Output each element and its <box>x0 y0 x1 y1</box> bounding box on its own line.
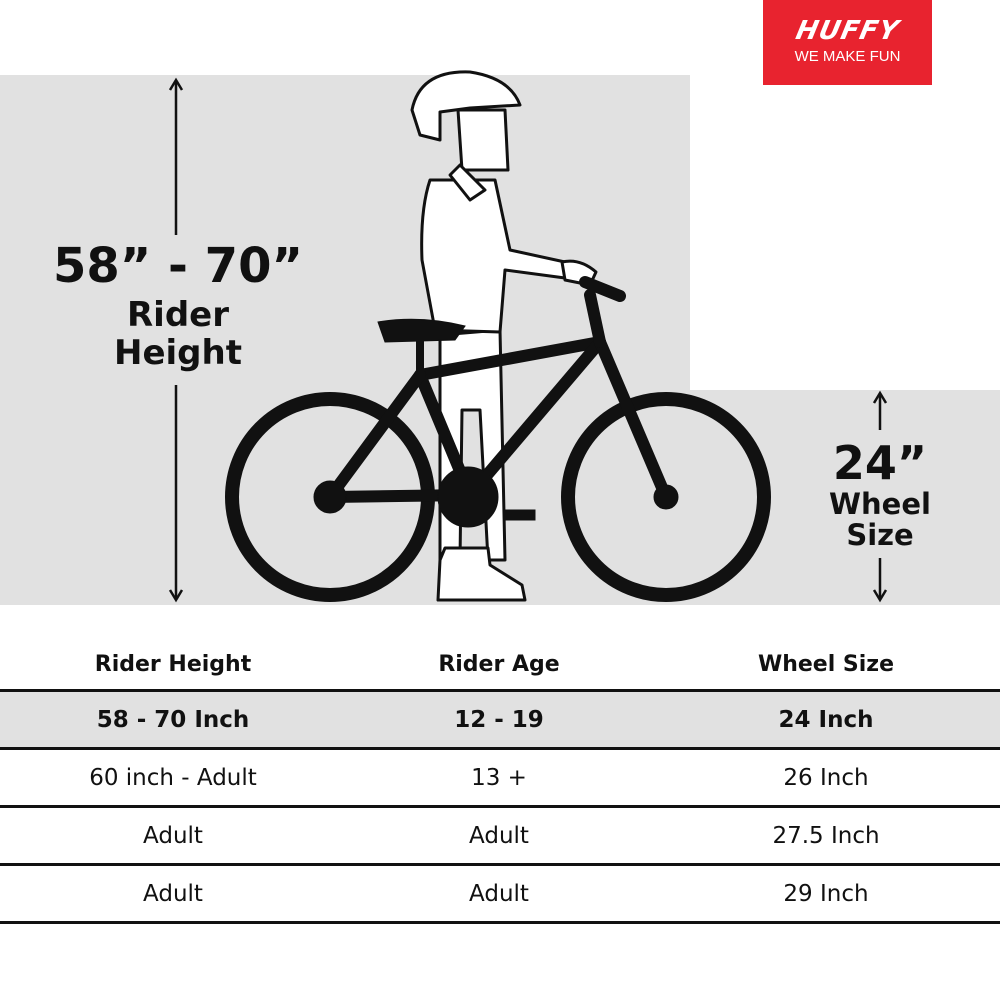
size-chart-table: Rider Height Rider Age Wheel Size 58 - 7… <box>0 640 1000 924</box>
wheel-size-callout: 24” Wheel Size <box>820 440 940 550</box>
rider-height-label-2: Height <box>114 333 242 373</box>
table-header-row: Rider Height Rider Age Wheel Size <box>0 640 1000 692</box>
rider-height-callout: 58” - 70” Rider Height <box>40 242 316 370</box>
cell-rider-height: Adult <box>143 822 203 849</box>
wheel-size-label-1: Wheel <box>829 487 931 521</box>
table-row: 58 - 70 Inch 12 - 19 24 Inch <box>0 692 1000 750</box>
header-rider-age: Rider Age <box>438 652 560 677</box>
wheel-size-label-2: Size <box>846 518 914 552</box>
header-rider-height: Rider Height <box>94 652 252 677</box>
header-wheel-size: Wheel Size <box>757 652 895 677</box>
table-row: Adult Adult 29 Inch <box>0 866 1000 924</box>
logo-tagline: WE MAKE FUN <box>794 48 901 65</box>
wheel-size-value: 24” <box>832 436 928 490</box>
cell-rider-age: 12 - 19 <box>454 706 544 733</box>
table-row: Adult Adult 27.5 Inch <box>0 808 1000 866</box>
cell-wheel-size: 24 Inch <box>778 706 874 733</box>
cell-rider-age: Adult <box>469 822 529 849</box>
bike-figure <box>225 276 771 602</box>
cell-rider-height: 58 - 70 Inch <box>96 706 250 733</box>
table-row: 60 inch - Adult 13 + 26 Inch <box>0 750 1000 808</box>
front-wheel <box>561 392 771 602</box>
cell-rider-age: 13 + <box>471 764 527 791</box>
cell-wheel-size: 26 Inch <box>783 764 869 791</box>
rider-figure <box>410 70 598 602</box>
cell-wheel-size: 29 Inch <box>783 880 869 907</box>
cell-rider-height: Adult <box>143 880 203 907</box>
wheel-size-arrow-icon <box>872 390 888 603</box>
huffy-logo: HUFFY WE MAKE FUN <box>763 0 932 85</box>
cell-wheel-size: 27.5 Inch <box>772 822 880 849</box>
rider-height-arrow-icon <box>168 77 184 603</box>
cell-rider-height: 60 inch - Adult <box>89 764 257 791</box>
cell-rider-age: Adult <box>469 880 529 907</box>
rider-height-label-1: Rider <box>127 295 229 335</box>
rider-height-value: 58” - 70” <box>52 238 304 294</box>
